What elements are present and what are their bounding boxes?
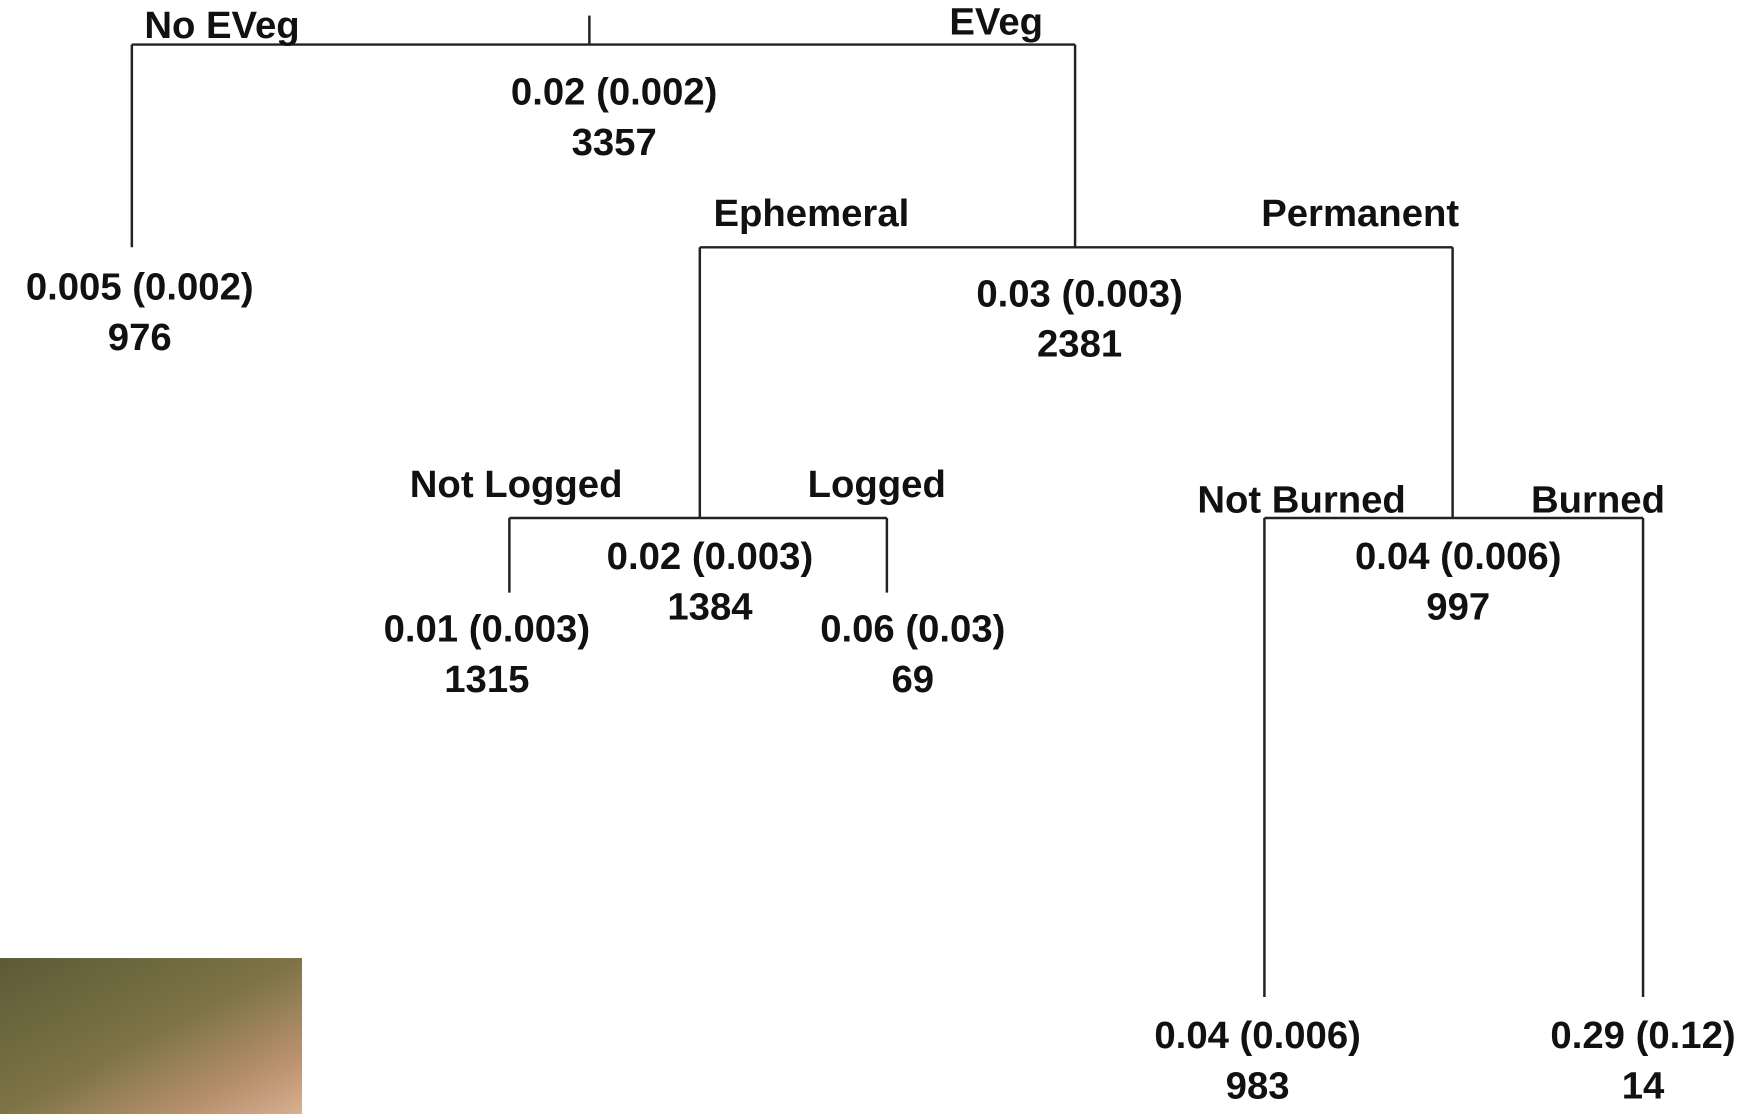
node-mean: 0.005 (0.002) <box>26 267 254 309</box>
node-mean: 0.02 (0.003) <box>607 536 814 578</box>
tree-lines <box>130 15 1645 998</box>
node-count: 997 <box>1426 587 1490 629</box>
node-mean: 0.01 (0.003) <box>384 609 591 651</box>
node-count: 69 <box>892 659 935 701</box>
split-label-left: Ephemeral <box>713 193 909 235</box>
split-label-left: Not Logged <box>410 464 623 506</box>
split-label-right: Logged <box>808 464 946 506</box>
node-mean: 0.04 (0.006) <box>1355 536 1562 578</box>
node-count: 1315 <box>444 659 529 701</box>
node-count: 976 <box>108 317 172 359</box>
node-count: 983 <box>1226 1066 1290 1108</box>
node-mean: 0.06 (0.03) <box>820 609 1005 651</box>
node-count: 2381 <box>1037 324 1122 366</box>
split-label-right: Burned <box>1531 480 1665 522</box>
split-label-right: Permanent <box>1261 193 1459 235</box>
node-mean: 0.03 (0.003) <box>976 274 1183 316</box>
node-count: 14 <box>1622 1066 1665 1108</box>
split-label-left: No EVeg <box>144 5 299 47</box>
node-count: 3357 <box>572 122 657 164</box>
labels: 0.02 (0.002) 3357 0.005 (0.002) 976 0.03 (0.… <box>26 2 1736 1108</box>
split-label-left: Not Burned <box>1197 480 1405 522</box>
toad-photo <box>0 958 303 1114</box>
split-label-right: EVeg <box>949 2 1043 44</box>
node-mean: 0.02 (0.002) <box>511 72 718 114</box>
node-mean: 0.29 (0.12) <box>1550 1015 1735 1057</box>
node-mean: 0.04 (0.006) <box>1154 1015 1361 1057</box>
node-count: 1384 <box>667 587 752 629</box>
